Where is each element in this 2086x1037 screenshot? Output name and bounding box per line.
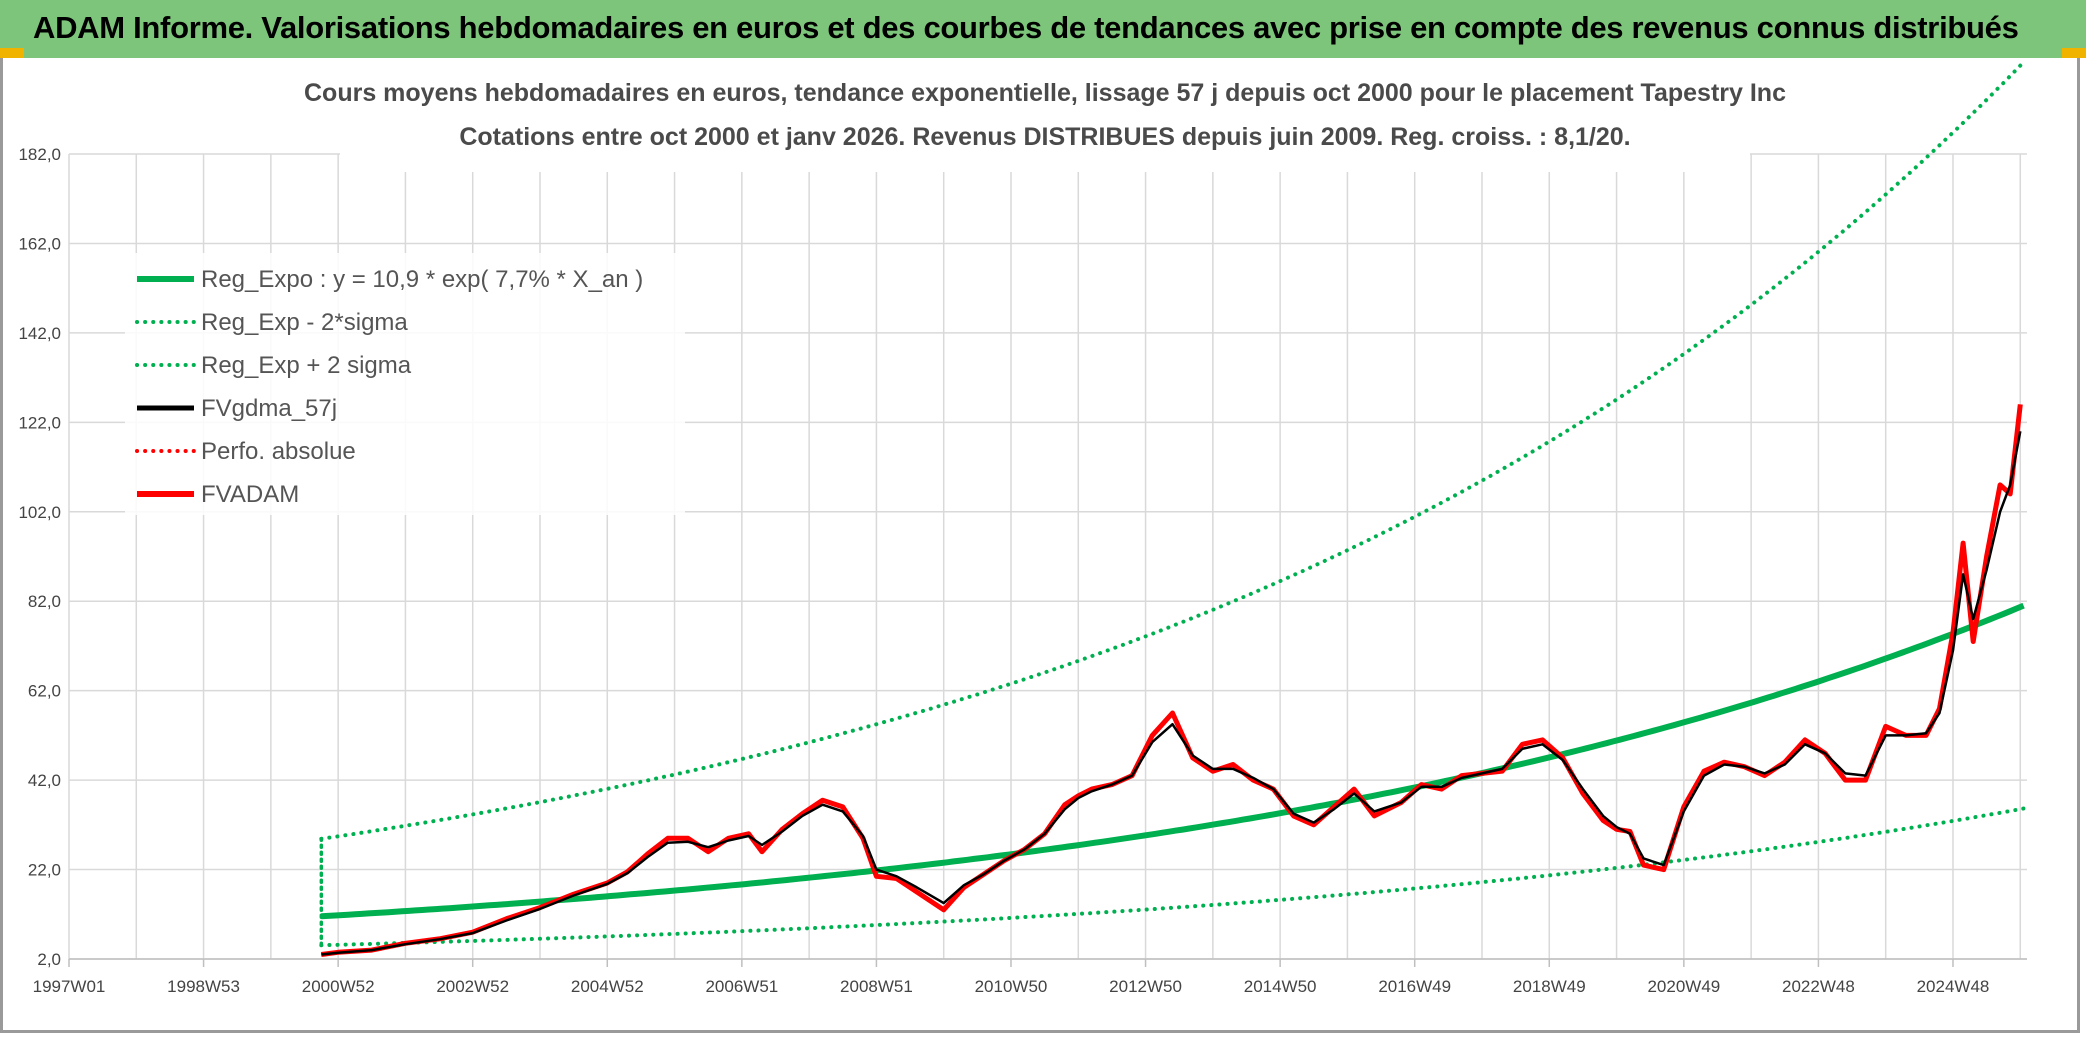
x-tick-label: 2016W49 <box>1378 977 1451 996</box>
y-tick-label: 182,0 <box>18 145 61 164</box>
reg-exp-minus-2sigma-line <box>319 806 2026 948</box>
x-tick-label: 2004W52 <box>571 977 644 996</box>
series-layer <box>319 60 2026 957</box>
legend-label: Perfo. absolue <box>201 438 356 465</box>
x-tick-label: 2024W48 <box>1917 977 1990 996</box>
chart-frame <box>0 58 2080 1033</box>
x-tick-label: 1998W53 <box>167 977 240 996</box>
y-tick-label: 22,0 <box>28 861 61 880</box>
y-tick-label: 62,0 <box>28 682 61 701</box>
x-tick-label: 1997W01 <box>33 977 106 996</box>
y-tick-label: 122,0 <box>18 413 61 432</box>
banner-corner-left <box>0 48 24 58</box>
legend-label: Reg_Expo : y = 10,9 * exp( 7,7% * X_an ) <box>201 266 643 293</box>
y-tick-label: 162,0 <box>18 234 61 253</box>
y-tick-label: 142,0 <box>18 324 61 343</box>
reg-expo-line <box>321 602 2025 920</box>
y-tick-label: 102,0 <box>18 503 61 522</box>
legend-label: Reg_Exp + 2 sigma <box>201 352 412 379</box>
legend-label: FVgdma_57j <box>201 395 337 422</box>
x-tick-label: 2018W49 <box>1513 977 1586 996</box>
y-axis-ticks: 2,0 22,0 42,0 62,0 82,0 102,0 122,0 142,0 162,0 1… <box>18 145 61 969</box>
fvadam-line <box>320 404 2023 957</box>
legend: Reg_Expo : y = 10,9 * exp( 7,7% * X_an )… <box>125 253 685 515</box>
chart-title-background <box>340 60 1750 172</box>
y-tick-label: 42,0 <box>28 771 61 790</box>
legend-label: Reg_Exp - 2*sigma <box>201 309 408 336</box>
banner-corner-right <box>2062 48 2086 58</box>
header-banner: ADAM Informe. Valorisations hebdomadaire… <box>0 0 2086 58</box>
x-tick-label: 2014W50 <box>1244 977 1317 996</box>
x-tick-label: 2002W52 <box>436 977 509 996</box>
reg-exp-plus-2sigma-line <box>319 60 2026 841</box>
x-tick-label: 2006W51 <box>705 977 778 996</box>
y-tick-label: 82,0 <box>28 592 61 611</box>
chart-subtitle: Cotations entre oct 2000 et janv 2026. R… <box>459 123 1630 151</box>
chart: 2,0 22,0 42,0 62,0 82,0 102,0 122,0 142,0 162,0 1… <box>18 60 2027 996</box>
x-tick-label: 2008W51 <box>840 977 913 996</box>
x-axis-ticks: 1997W01 1998W53 2000W52 2002W52 2004W52 2006W… <box>33 959 1990 996</box>
legend-label: FVADAM <box>201 481 299 508</box>
x-tick-label: 2012W50 <box>1109 977 1182 996</box>
x-tick-label: 2010W50 <box>975 977 1048 996</box>
legend-background <box>125 253 685 515</box>
x-tick-label: 2022W48 <box>1782 977 1855 996</box>
chart-title: Cours moyens hebdomadaires en euros, ten… <box>304 79 1786 107</box>
x-tick-label: 2020W49 <box>1647 977 1720 996</box>
x-tick-label: 2000W52 <box>302 977 375 996</box>
y-tick-label: 2,0 <box>37 950 61 969</box>
page-title: ADAM Informe. Valorisations hebdomadaire… <box>33 10 2019 45</box>
fvgdma-57j-line <box>321 431 2022 956</box>
